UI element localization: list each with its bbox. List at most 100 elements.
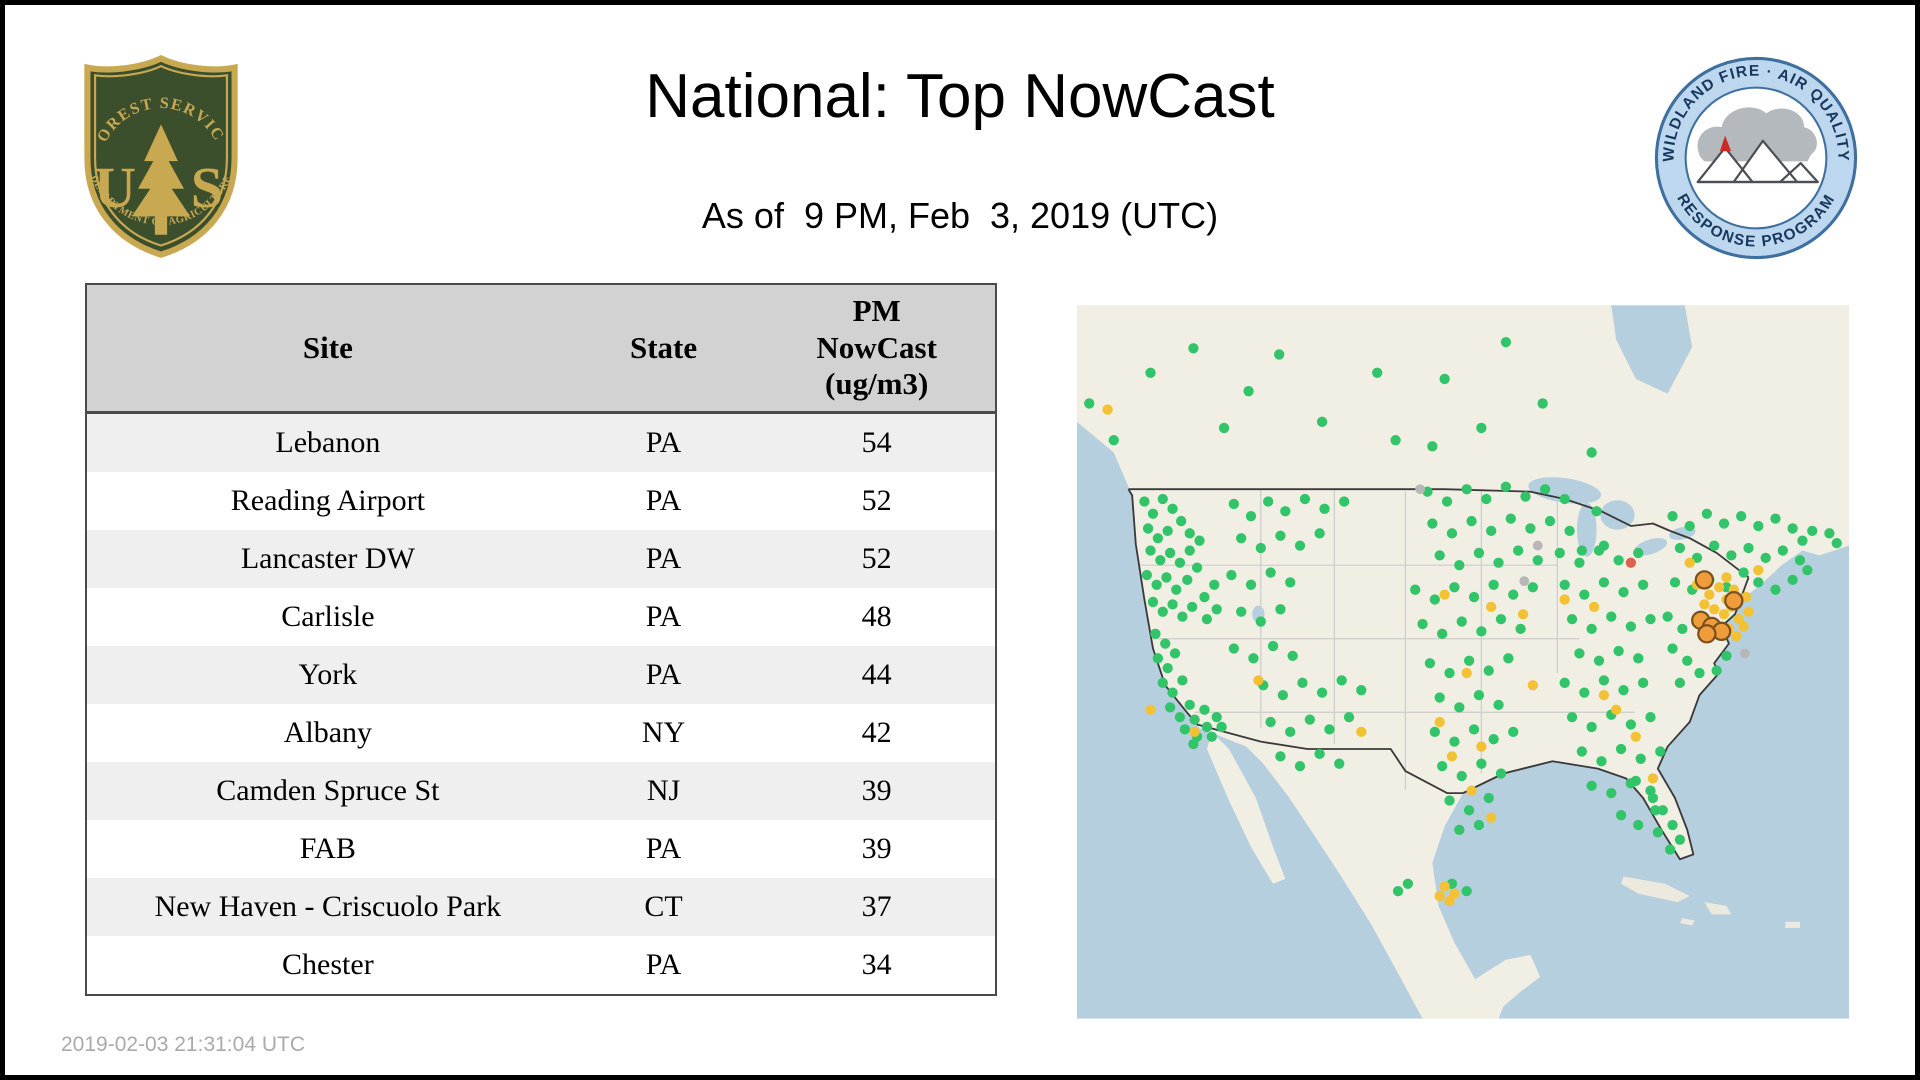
good-monitor-dot xyxy=(1188,343,1199,354)
good-monitor-dot xyxy=(1184,699,1195,711)
good-monitor-dot xyxy=(1151,579,1162,590)
good-monitor-dot xyxy=(1495,613,1507,625)
good-monitor-dot xyxy=(1150,628,1161,639)
value-cell: 39 xyxy=(861,774,892,807)
moderate-monitor-dot xyxy=(1713,582,1725,593)
good-monitor-dot xyxy=(1245,579,1257,590)
usg-monitor-dot xyxy=(1724,591,1744,611)
good-monitor-dot xyxy=(1579,589,1590,600)
good-monitor-dot xyxy=(1586,721,1597,733)
pine-tree-icon xyxy=(131,124,191,235)
good-monitor-dot xyxy=(1468,591,1480,603)
usg-monitor-dot xyxy=(1697,624,1717,644)
flame-icon xyxy=(1719,135,1732,152)
good-monitor-dot xyxy=(1824,528,1835,539)
table-row: Carlisle PA 48 xyxy=(86,588,996,646)
good-monitor-dot xyxy=(1177,675,1188,686)
moderate-monitor-dot xyxy=(1559,594,1570,605)
good-monitor-dot xyxy=(1189,714,1200,725)
good-monitor-dot xyxy=(1343,711,1355,723)
top-nowcast-table-container: Site State PM NowCast (ug/m3) Lebanon PA 54 R… xyxy=(85,283,997,996)
good-monitor-dot xyxy=(1449,582,1460,593)
good-monitor-dot xyxy=(1429,594,1440,605)
good-monitor-dot xyxy=(1145,367,1156,378)
fs-logo-letter-u: U xyxy=(94,155,136,220)
moderate-monitor-dot xyxy=(1630,731,1641,742)
good-monitor-dot xyxy=(1199,591,1210,603)
good-monitor-dot xyxy=(1446,528,1458,539)
moderate-monitor-dot xyxy=(1356,726,1367,737)
good-monitor-dot xyxy=(1434,692,1445,703)
good-monitor-dot xyxy=(1564,525,1575,537)
good-monitor-dot xyxy=(1314,528,1325,539)
good-monitor-dot xyxy=(1721,650,1732,662)
good-monitor-dot xyxy=(1493,557,1504,568)
moderate-monitor-dot xyxy=(1753,564,1764,576)
moderate-monitor-dot xyxy=(1733,613,1744,625)
moderate-monitor-dot xyxy=(1476,741,1487,752)
inactive-monitor-dot xyxy=(1739,648,1750,659)
moderate-monitor-dot xyxy=(1738,621,1749,632)
good-monitor-dot xyxy=(1275,751,1286,762)
good-monitor-dot xyxy=(1718,518,1730,529)
good-monitor-dot xyxy=(1084,398,1095,409)
good-monitor-dot xyxy=(1495,768,1507,779)
good-monitor-dot xyxy=(1167,687,1178,698)
good-monitor-dot xyxy=(1615,810,1627,821)
moderate-monitor-dot xyxy=(1718,609,1730,620)
state-cell: PA xyxy=(645,948,682,981)
good-monitor-dot xyxy=(1152,653,1164,664)
site-cell: FAB xyxy=(299,832,356,865)
good-monitor-dot xyxy=(1228,498,1239,510)
good-monitor-dot xyxy=(1637,677,1649,688)
good-monitor-dot xyxy=(1336,675,1347,686)
good-monitor-dot xyxy=(1184,528,1195,539)
good-monitor-dot xyxy=(1630,775,1641,787)
results-body: Lebanon PA 54 Reading Airport PA 52 Lancaster … xyxy=(86,412,996,995)
table-row: Camden Spruce St NJ 39 xyxy=(86,762,996,820)
good-monitor-dot xyxy=(1285,577,1296,588)
good-monitor-dot xyxy=(1574,648,1585,659)
good-monitor-dot xyxy=(1160,638,1171,649)
good-monitor-dot xyxy=(1157,606,1168,617)
good-monitor-dot xyxy=(1314,748,1325,760)
state-cell: NJ xyxy=(646,774,681,807)
hudson-bay xyxy=(1611,305,1693,394)
good-monitor-dot xyxy=(1503,653,1514,664)
good-monitor-dot xyxy=(1667,643,1678,654)
good-monitor-dot xyxy=(1216,721,1227,733)
good-monitor-dot xyxy=(1645,613,1656,625)
good-monitor-dot xyxy=(1157,677,1168,688)
good-monitor-dot xyxy=(1434,550,1445,561)
good-monitor-dot xyxy=(1794,555,1806,566)
good-monitor-dot xyxy=(1147,508,1159,519)
good-monitor-dot xyxy=(1606,611,1617,622)
good-monitor-dot xyxy=(1456,770,1467,782)
good-monitor-dot xyxy=(1726,550,1737,561)
moderate-monitor-dot xyxy=(1461,667,1472,679)
good-monitor-dot xyxy=(1167,599,1178,610)
state-cell: PA xyxy=(645,658,682,691)
good-monitor-dot xyxy=(1275,530,1286,541)
good-monitor-dot xyxy=(1618,685,1629,696)
good-monitor-dot xyxy=(1807,525,1818,537)
good-monitor-dot xyxy=(1657,805,1668,816)
good-monitor-dot xyxy=(1566,613,1578,625)
page-subtitle: As of 9 PM, Feb 3, 2019 (UTC) xyxy=(701,195,1219,236)
good-monitor-dot xyxy=(1635,753,1646,764)
good-monitor-dot xyxy=(1444,795,1455,806)
good-monitor-dot xyxy=(1645,711,1656,723)
good-monitor-dot xyxy=(1468,724,1480,735)
good-monitor-dot xyxy=(1662,611,1673,622)
good-monitor-dot xyxy=(1701,508,1713,519)
good-monitor-dot xyxy=(1586,780,1597,791)
good-monitor-dot xyxy=(1633,653,1644,664)
state-cell: PA xyxy=(645,600,682,633)
moderate-monitor-dot xyxy=(1721,572,1732,583)
good-monitor-dot xyxy=(1520,491,1531,502)
good-monitor-dot xyxy=(1209,579,1220,590)
good-monitor-dot xyxy=(1770,513,1781,524)
good-monitor-dot xyxy=(1667,511,1678,522)
forest-service-logo: FOREST SERVICE DEPARTMENT OF AGRICULTURE… xyxy=(69,47,238,258)
good-monitor-dot xyxy=(1427,518,1438,529)
